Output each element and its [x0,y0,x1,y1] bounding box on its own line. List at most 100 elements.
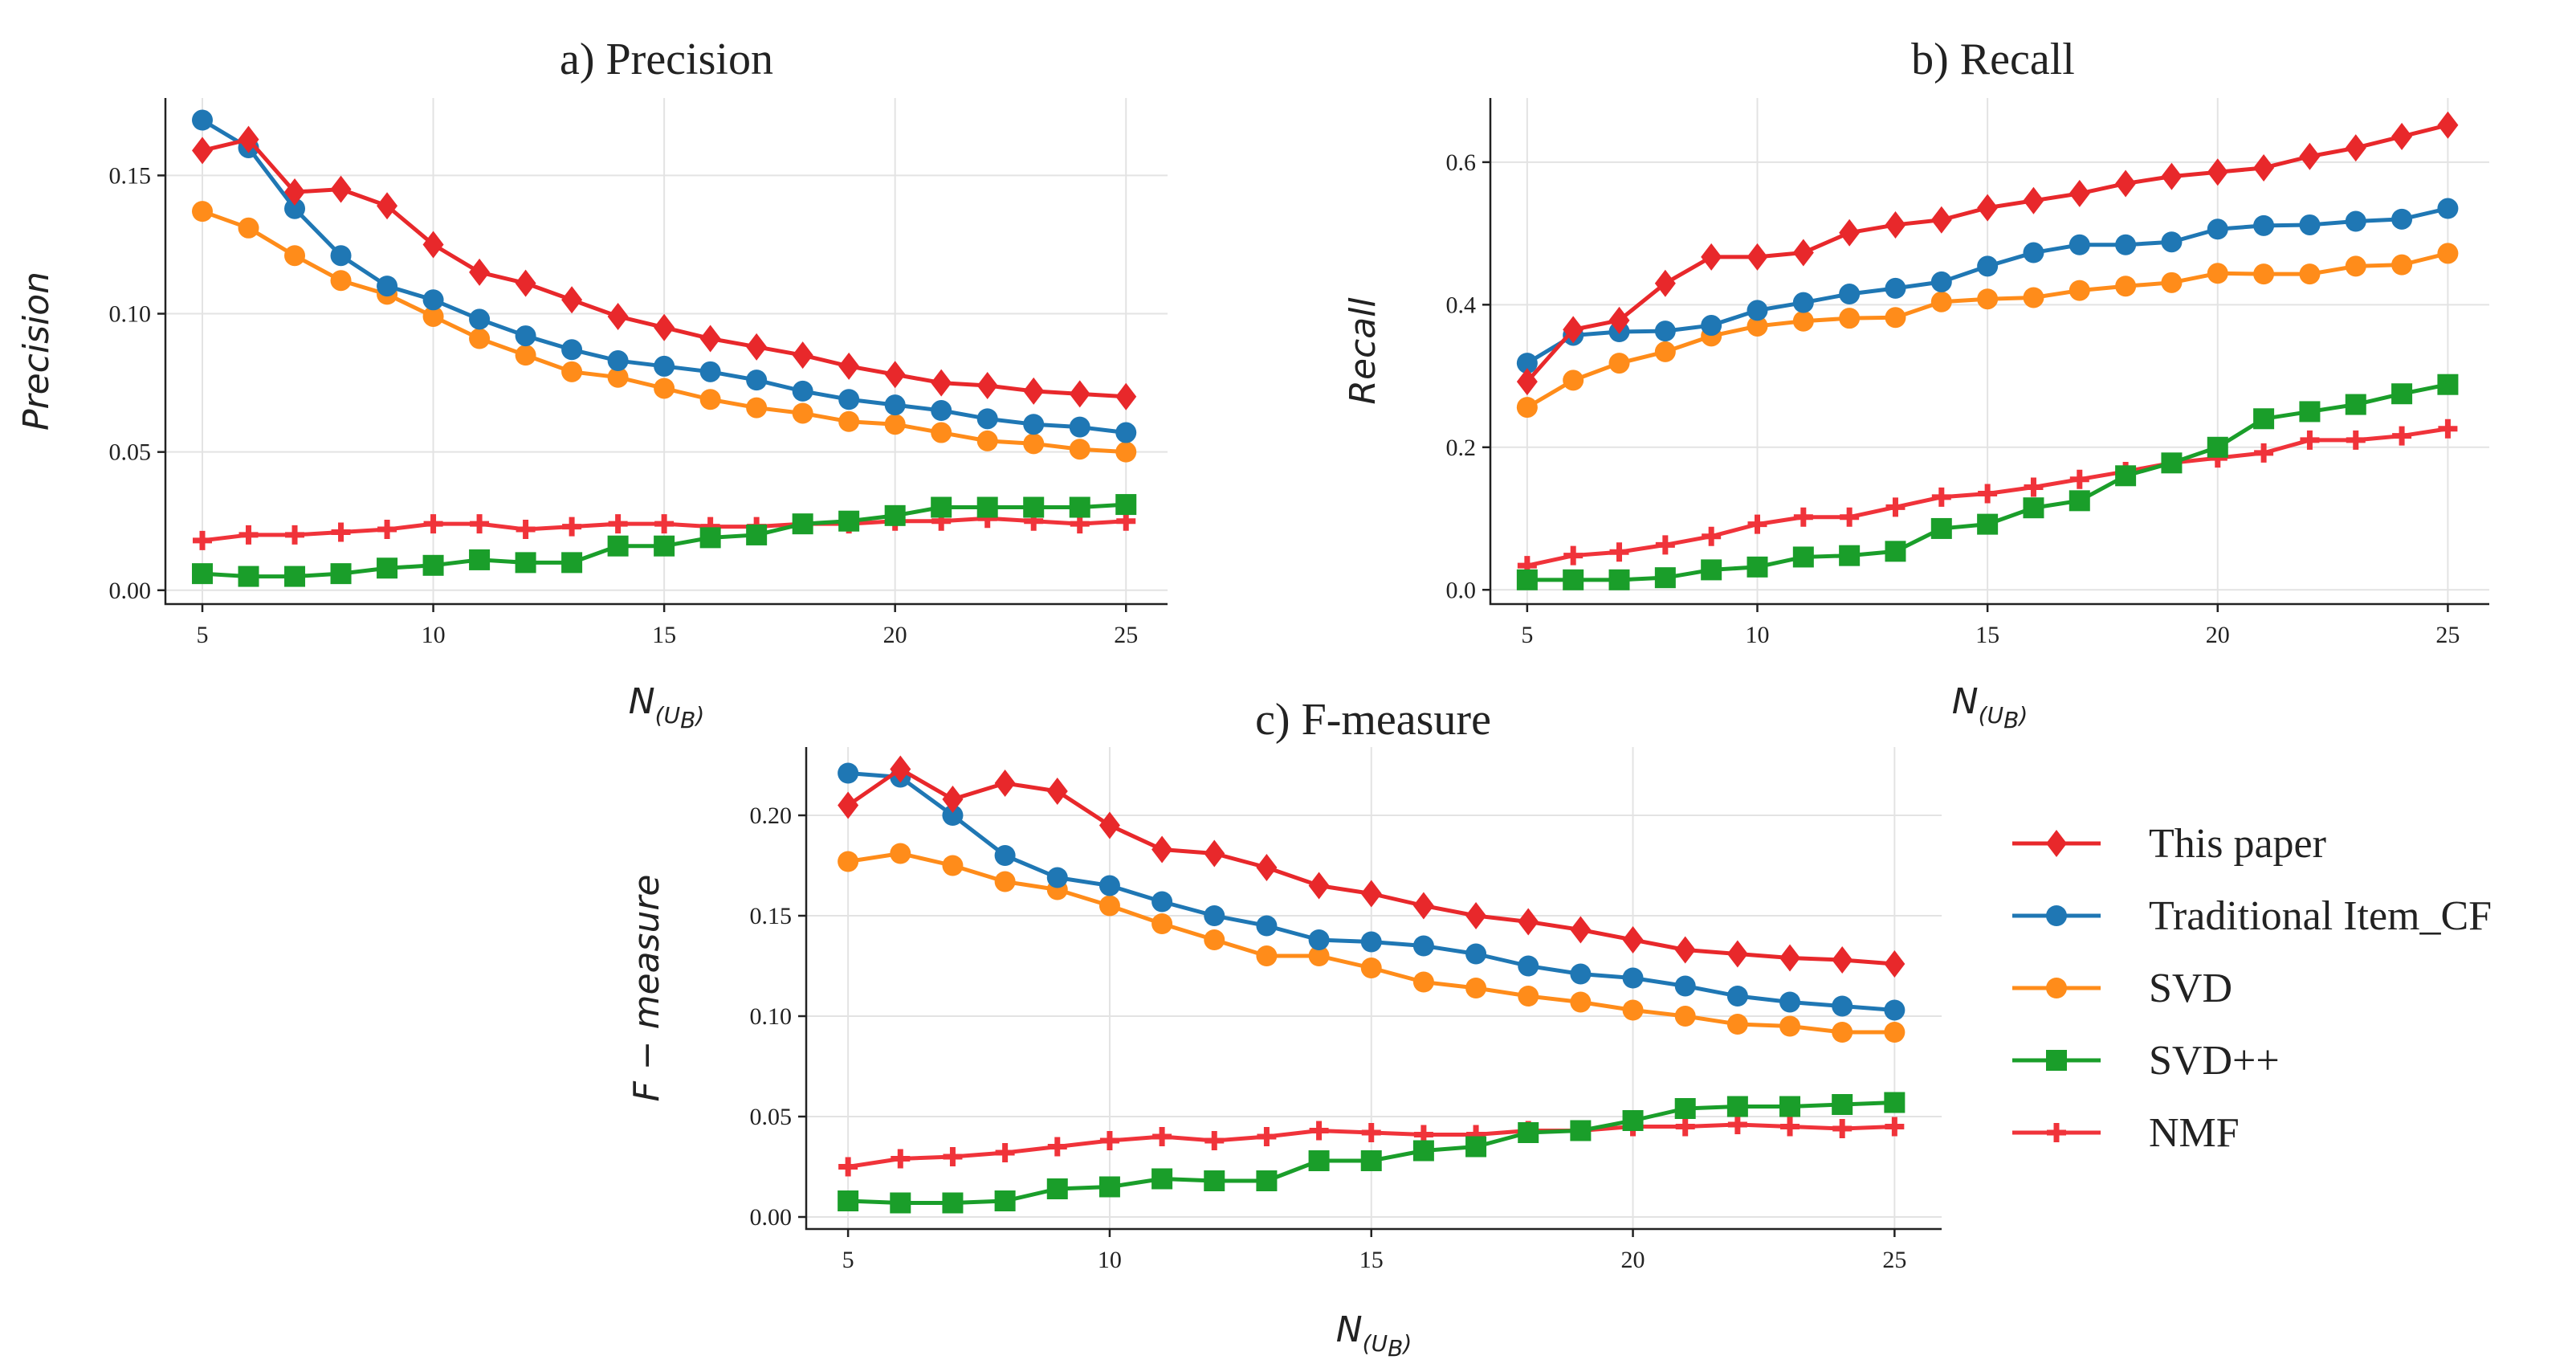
data-point-this-paper [890,755,911,783]
data-point-traditional-item-cf [1792,292,1814,313]
data-point-nmf [1099,1131,1119,1150]
data-point-this-paper [1570,916,1592,944]
data-point-svd [2253,263,2275,285]
data-point-svd [1046,1178,1068,1199]
data-point-svd [1115,441,1137,463]
data-point-traditional-item-cf [2069,234,2090,255]
data-point-svd [2161,272,2183,293]
data-point-this-paper [838,352,860,380]
series-this-paper [838,755,1906,978]
data-point-svd [838,410,860,432]
data-point-svd [607,366,629,388]
legend-label: SVD [2149,966,2232,1011]
data-point-traditional-item-cf [2023,242,2044,263]
data-point-traditional-item-cf [1465,943,1487,965]
data-point-svd [2023,287,2044,308]
x-tick-label: 5 [842,1247,854,1273]
data-point-this-paper [2391,122,2413,150]
data-point-svd [1570,991,1592,1013]
data-point-traditional-item-cf [1518,955,1539,977]
y-tick-label: 0.05 [750,1104,793,1130]
data-point-svd [1069,439,1090,460]
data-point-nmf [193,530,213,550]
data-point-this-paper [931,369,952,397]
data-point-svd [1360,958,1382,978]
data-point-svd [1308,945,1330,966]
series-svd [192,201,1137,463]
data-point-this-paper [2299,142,2321,170]
data-point-this-paper [1023,377,1045,405]
data-point-this-paper [2437,111,2459,139]
legend-entry-svd: SVD++ [2012,1038,2280,1084]
data-point-svd [1256,1170,1278,1191]
data-point-traditional-item-cf [469,308,491,330]
data-point-svd [1701,559,1722,581]
data-point-svd [890,843,911,864]
data-point-svd [1839,308,1861,329]
data-point-svd [699,389,721,410]
data-point-svd [884,504,906,526]
data-point-this-paper [1518,908,1539,936]
data-point-svd [1884,1092,1906,1113]
data-point-svd [2069,280,2090,301]
data-point-svd [1360,1150,1382,1171]
data-point-traditional-item-cf [1360,931,1382,953]
data-point-svd [2253,408,2275,430]
y-tick-label: 0.0 [1446,577,1477,603]
data-point-nmf [1309,1121,1329,1141]
y-tick-label: 0.00 [109,578,152,604]
data-point-nmf [891,1149,911,1169]
data-point-svd [1151,913,1173,934]
data-point-svd [1098,895,1120,917]
data-point-svd [838,1190,859,1211]
data-point-nmf [608,514,628,534]
data-point-traditional-item-cf [838,762,859,784]
data-point-svd [2345,394,2366,415]
data-point-traditional-item-cf [1069,416,1090,438]
data-point-nmf [1152,1127,1172,1146]
data-point-traditional-item-cf [1023,414,1045,435]
data-point-svd [1516,569,1538,590]
y-tick-label: 0.4 [1446,292,1477,318]
data-point-svd [1115,494,1137,516]
data-point-svd [1570,1120,1592,1141]
data-point-svd [976,496,998,518]
data-point-nmf [1747,514,1767,534]
data-point-this-paper [654,313,675,341]
data-point-nmf [516,520,536,540]
data-point-svd [2069,490,2090,512]
data-point-traditional-item-cf [1726,986,1748,1007]
data-point-svd [2115,465,2137,487]
data-point-traditional-item-cf [561,339,583,361]
data-point-this-paper [792,341,813,370]
series-svd [838,843,1906,1043]
series-svd [1516,243,2459,419]
data-point-this-paper [1308,872,1330,900]
data-point-svd [1674,1006,1696,1027]
legend-label: SVD++ [2149,1038,2280,1084]
x-tick-label: 10 [1745,622,1769,648]
series-this-paper [192,125,1137,410]
y-tick-label: 0.00 [750,1204,793,1231]
data-point-nmf [1885,1117,1905,1137]
x-tick-label: 5 [1521,622,1533,648]
data-point-svd [1977,288,1999,310]
data-point-svd [330,270,352,292]
data-point-this-paper [1516,368,1538,396]
data-point-svd [469,549,491,570]
data-point-svd [942,1192,964,1214]
data-point-traditional-item-cf [1256,915,1278,937]
data-point-traditional-item-cf [2253,214,2275,236]
data-point-svd [1885,307,1906,329]
data-point-traditional-item-cf [2437,198,2459,219]
data-point-nmf [1563,545,1584,566]
y-axis-label: F − measure [626,874,667,1101]
data-point-svd [377,557,398,579]
data-point-traditional-item-cf [838,389,860,410]
data-point-svd [1518,986,1539,1007]
data-point-svd [884,414,906,435]
data-point-svd [942,855,964,876]
legend-marker [2046,830,2067,857]
data-point-this-paper [192,137,214,165]
data-point-traditional-item-cf [1412,935,1434,957]
